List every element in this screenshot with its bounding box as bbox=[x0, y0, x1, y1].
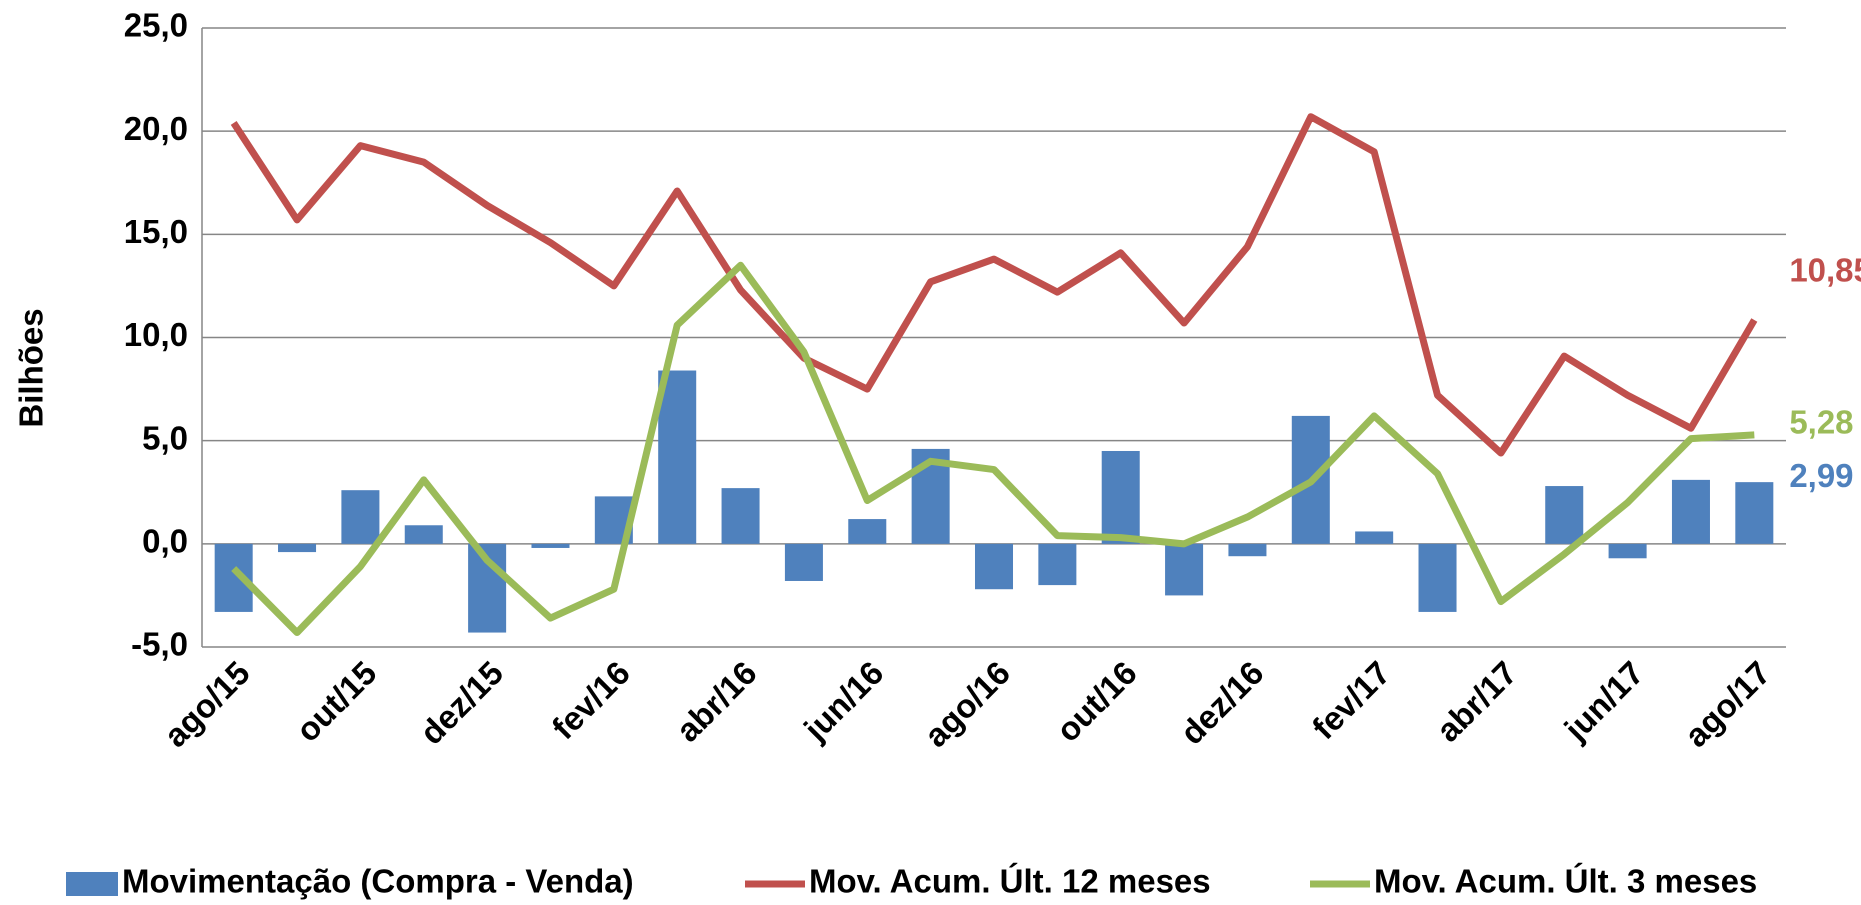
bar bbox=[1038, 543, 1077, 586]
y-tick-label: 20,0 bbox=[124, 110, 188, 147]
legend-swatch bbox=[66, 872, 118, 896]
y-tick-label: 0,0 bbox=[142, 523, 188, 560]
bar bbox=[848, 519, 887, 544]
bar bbox=[1228, 543, 1267, 557]
bar bbox=[404, 525, 443, 544]
x-tick-label: jun/17 bbox=[1556, 654, 1650, 748]
bar bbox=[1101, 450, 1140, 544]
bar bbox=[1418, 543, 1457, 612]
bar bbox=[1735, 482, 1774, 544]
bar bbox=[1165, 543, 1204, 596]
x-tick-label: fev/17 bbox=[1305, 654, 1397, 746]
y-axis-title: Bilhões bbox=[13, 308, 50, 427]
x-tick-label: abr/17 bbox=[1429, 654, 1524, 749]
x-tick-label: dez/15 bbox=[413, 654, 511, 752]
bar bbox=[1608, 543, 1647, 559]
x-tick-label: ago/16 bbox=[917, 654, 1017, 754]
x-tick-label: ago/17 bbox=[1677, 654, 1777, 754]
bar bbox=[974, 543, 1014, 590]
bar bbox=[1671, 479, 1710, 544]
x-tick-label: fev/16 bbox=[545, 654, 637, 746]
y-tick-label: -5,0 bbox=[131, 626, 188, 663]
value-label: 2,99 bbox=[1789, 457, 1853, 494]
y-tick-label: 10,0 bbox=[124, 316, 188, 353]
bar bbox=[721, 488, 760, 544]
y-tick-label: 25,0 bbox=[124, 7, 188, 44]
bar bbox=[531, 543, 570, 548]
x-tick-label: out/16 bbox=[1049, 654, 1144, 749]
value-label: 5,28 bbox=[1789, 404, 1853, 441]
bar bbox=[784, 543, 823, 581]
legend-label: Movimentação (Compra - Venda) bbox=[122, 863, 634, 900]
value-label: 10,85 bbox=[1789, 252, 1861, 289]
x-tick-label: abr/16 bbox=[669, 654, 764, 749]
y-tick-label: 5,0 bbox=[142, 419, 188, 456]
bar bbox=[278, 543, 317, 553]
bar bbox=[341, 490, 380, 544]
line bbox=[230, 113, 1758, 457]
legend-label: Mov. Acum. Últ. 12 meses bbox=[809, 863, 1211, 900]
x-tick-label: ago/15 bbox=[157, 654, 257, 754]
x-tick-label: jun/16 bbox=[796, 654, 890, 748]
bar bbox=[1545, 486, 1584, 544]
x-tick-label: dez/16 bbox=[1173, 654, 1271, 752]
legend-label: Mov. Acum. Últ. 3 meses bbox=[1374, 863, 1757, 900]
bar bbox=[658, 370, 697, 544]
bar bbox=[1355, 531, 1394, 544]
line bbox=[231, 261, 1755, 637]
x-tick-label: out/15 bbox=[289, 654, 384, 749]
y-tick-label: 15,0 bbox=[124, 213, 188, 250]
